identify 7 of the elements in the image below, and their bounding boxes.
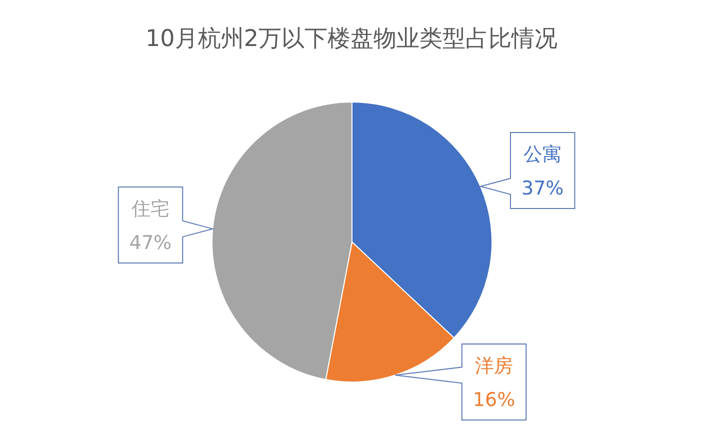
data-label: 16% bbox=[472, 388, 516, 411]
data-label: 37% bbox=[521, 177, 564, 200]
slice-label: 洋房 bbox=[475, 354, 514, 377]
data-label: 47% bbox=[129, 232, 172, 254]
slice-label: 住宅 bbox=[130, 198, 170, 220]
title: 10月杭州2万以下楼盘物业类型占比情况 bbox=[146, 26, 558, 52]
slice-label: 公寓 bbox=[524, 143, 562, 166]
